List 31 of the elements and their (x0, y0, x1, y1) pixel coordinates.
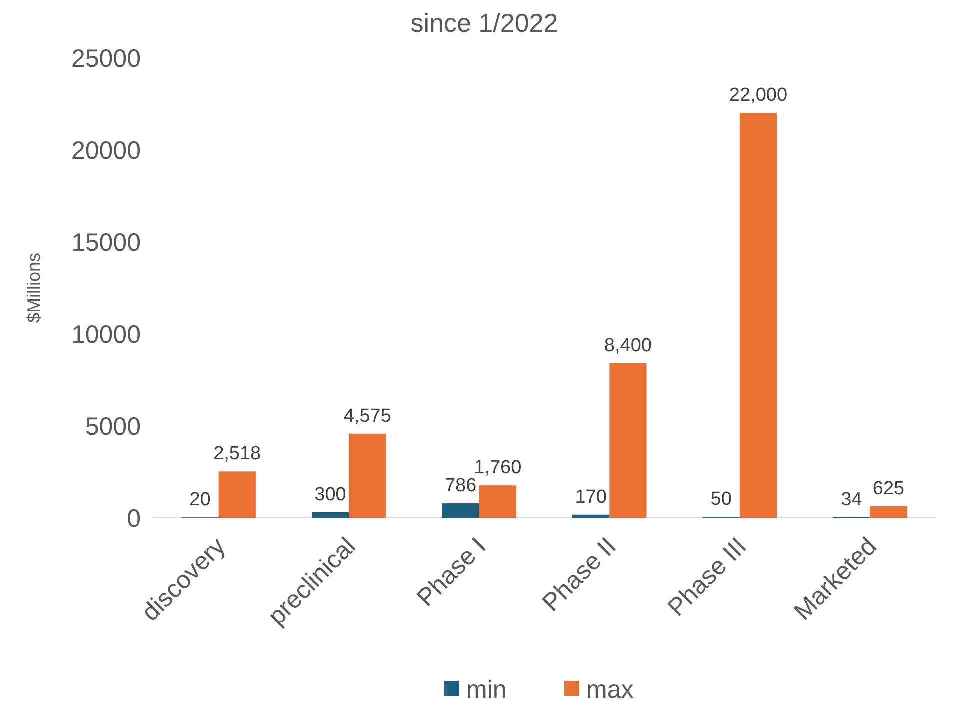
bar (740, 113, 778, 518)
legend-label: max (586, 676, 634, 704)
bar (610, 363, 647, 518)
data-label: 8,400 (604, 335, 652, 356)
y-tick-label: 0 (127, 504, 141, 533)
bar (312, 512, 350, 518)
y-tick-label: 5000 (85, 412, 141, 441)
y-tick-label: 15000 (71, 228, 141, 257)
data-label: 50 (710, 489, 732, 510)
legend-label: min (466, 676, 507, 704)
y-tick-label: 25000 (71, 44, 141, 73)
bar (442, 504, 480, 518)
data-label: 34 (841, 489, 863, 510)
bar (572, 514, 610, 518)
bar (218, 472, 256, 518)
data-label: 300 (314, 484, 346, 506)
chart-title: since 1/2022 (410, 8, 558, 38)
data-label: 170 (575, 486, 607, 508)
data-label: 2,518 (214, 444, 262, 465)
data-label: 786 (444, 476, 477, 497)
data-label: 4,575 (344, 406, 392, 427)
bar (479, 486, 516, 518)
data-label: 1,760 (474, 458, 522, 479)
data-label: 20 (190, 490, 211, 511)
y-axis-title: $Millions (24, 252, 44, 324)
y-tick-label: 10000 (71, 320, 141, 349)
data-label: 22,000 (729, 85, 788, 106)
y-tick-label: 20000 (71, 136, 141, 165)
bar (349, 434, 386, 518)
bar (870, 506, 908, 518)
data-label: 625 (872, 478, 905, 500)
